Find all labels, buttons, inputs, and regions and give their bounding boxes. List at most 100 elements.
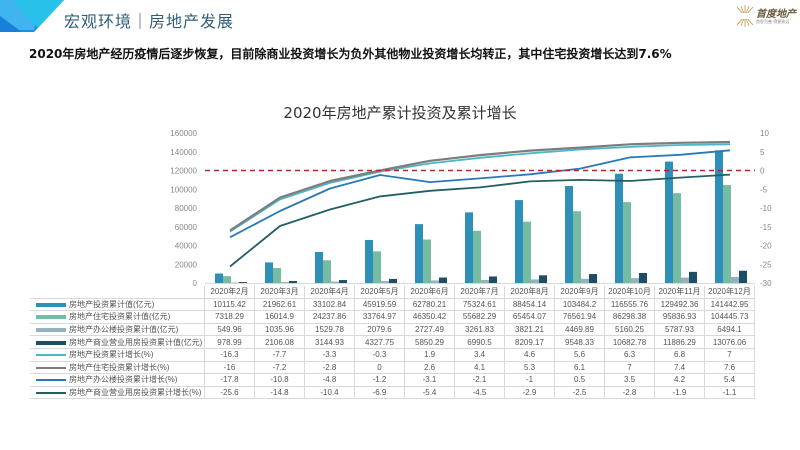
bar-4 [639,272,647,283]
bar-3 [531,279,539,283]
data-cell: 7 [704,347,755,362]
legend-key-icon [36,366,66,369]
table-row: 房地产投资累计增长(%) -16.3 -7.7 -3.3 -0.3 1.9 3.4 4.6 5.… [30,347,755,362]
legend-key-icon [36,327,66,332]
bar-1 [565,185,573,283]
line-series [229,140,731,268]
data-cell: -3.3 [304,347,355,362]
bar-1 [215,273,223,283]
data-cell: 88454.14 [504,297,555,312]
series-label-cell: 房地产办公楼投资累计增长(%) [30,373,205,387]
table-row: 房地产办公楼投资累计增长(%) -17.8 -10.8 -4.8 -1.2 -3.1 -2.… [30,373,755,387]
data-cell: -7.2 [254,360,305,375]
data-cell: 5160.25 [604,322,655,337]
data-cell: -7.7 [254,347,305,362]
table-row: 房地产投资累计值(亿元) 10115.42 21962.61 33102.84 4591… [30,297,755,312]
data-cell: 978.99 [204,335,255,349]
data-cell: -6.9 [354,385,405,400]
data-cell: 5.4 [704,373,755,387]
data-cell: 6.8 [654,347,705,362]
data-cell: 7 [604,360,655,375]
data-cell: 4327.75 [354,335,405,349]
right-tick-label: -20 [760,242,772,251]
data-cell: 45919.59 [354,297,405,312]
category-label: 2020年8月 [504,286,555,299]
data-cell: 55682.29 [454,310,505,324]
data-cell: -5.4 [404,385,455,400]
data-cell: 9548.33 [554,335,605,349]
data-cell: 4.6 [504,347,555,362]
data-cell: 6494.1 [704,322,755,337]
right-tick-label: -30 [760,279,772,288]
table-row: 房地产住宅投资累计值(亿元) 7318.29 16014.9 24237.86 3376… [30,310,755,324]
data-cell: 3261.83 [454,322,505,337]
bar-2 [223,276,231,283]
data-cell: 6.1 [554,360,605,375]
table-header-row: 2020年2月 2020年3月 2020年4月 2020年5月 2020年6月 2020年… [30,286,755,299]
series-label-cell: 房地产住宅投资累计增长(%) [30,360,205,375]
data-cell: -2.1 [454,373,505,387]
data-cell: 116555.76 [604,297,655,312]
data-cell: 4469.89 [554,322,605,337]
series-name: 房地产投资累计增长(%) [69,350,154,360]
data-cell: 5850.29 [404,335,455,349]
bar-3 [681,277,689,283]
bar-4 [689,271,697,283]
data-cell: 33764.97 [354,310,405,324]
data-cell: 2106.08 [254,335,305,349]
table-row: 房地产办公楼投资累计值(亿元) 549.96 1035.96 1529.78 2079.… [30,322,755,337]
bar-3 [731,276,739,283]
category-label: 2020年10月 [604,286,655,299]
data-cell: -4.8 [304,373,355,387]
line-series-4 [229,173,731,268]
data-cell: 141442.95 [704,297,755,312]
data-cell: 4.1 [454,360,505,375]
bar-4 [389,278,397,283]
data-cell: 11886.29 [654,335,705,349]
data-cell: 75324.61 [454,297,505,312]
data-cell: 2727.49 [404,322,455,337]
bar-3 [281,282,289,284]
data-cell: 95836.93 [654,310,705,324]
data-cell: 104445.73 [704,310,755,324]
data-cell: 0.5 [554,373,605,387]
legend-key-icon [36,340,66,345]
left-tick-label: 160000 [170,129,197,138]
data-cell: -16 [204,360,255,375]
right-tick-label: 10 [760,129,769,138]
bar-3 [381,281,389,283]
series-name: 房地产办公楼投资累计值(亿元) [69,325,179,335]
table-row: 房地产商业营业用房投资累计增长(%) -25.6 -14.8 -10.4 -6.9 -5.… [30,385,755,400]
bar-2 [323,260,331,283]
series-label-cell: 房地产办公楼投资累计值(亿元) [30,322,205,337]
data-cell: 86298.38 [604,310,655,324]
data-cell: -1.2 [354,373,405,387]
left-tick-label: 120000 [170,167,197,176]
legend-key-icon [36,302,66,307]
data-cell: 2079.6 [354,322,405,337]
bar-1 [715,150,723,283]
table-row: 房地产商业营业用房投资累计值(亿元) 978.99 2106.08 3144.93 43… [30,335,755,349]
data-cell: 5.3 [504,360,555,375]
data-cell: 7.6 [704,360,755,375]
data-cell: -16.3 [204,347,255,362]
bar-2 [473,230,481,283]
category-label: 2020年11月 [654,286,705,299]
company-logo: 首度地产 首智为善 得意致远 [736,5,796,29]
data-cell: 7.4 [654,360,705,375]
data-cell: 13076.06 [704,335,755,349]
data-cell: 33102.84 [304,297,355,312]
data-cell: 2.6 [404,360,455,375]
legend-key-icon [36,354,66,357]
data-cell: 21962.61 [254,297,305,312]
category-label: 2020年9月 [554,286,605,299]
data-cell: -1.9 [654,385,705,400]
data-cell: 8209.17 [504,335,555,349]
data-cell: 3.5 [604,373,655,387]
table-row: 房地产住宅投资累计增长(%) -16 -7.2 -2.8 0 2.6 4.1 5.3 6.1 7 7… [30,360,755,375]
bar-3 [331,281,339,283]
category-label: 2020年3月 [254,286,305,299]
data-cell: 5.6 [554,347,605,362]
data-cell: -2.9 [504,385,555,400]
bar-2 [723,185,731,283]
